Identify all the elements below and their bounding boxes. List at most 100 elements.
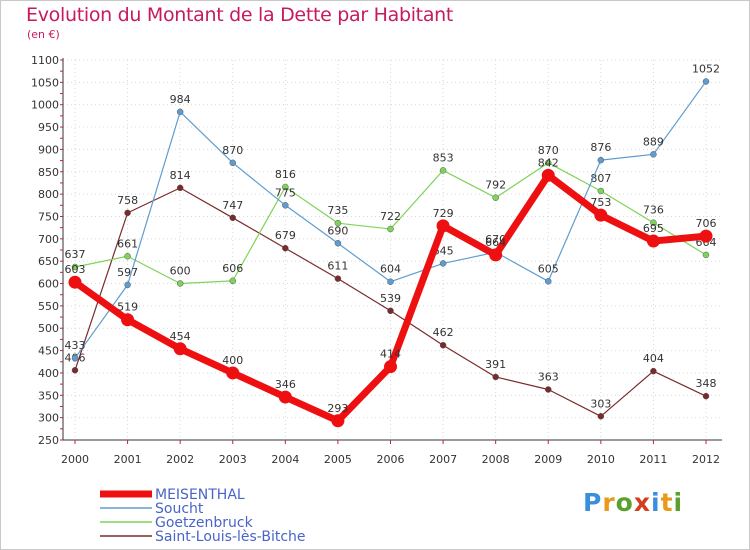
data-point-goetzenbruck: [492, 194, 499, 201]
data-label-saint-louis-l-s-bitche: 814: [170, 169, 191, 182]
data-label-meisenthal: 664: [485, 236, 506, 249]
data-point-saint-louis-l-s-bitche: [702, 392, 710, 400]
data-label-saint-louis-l-s-bitche: 404: [643, 352, 664, 365]
data-point-meisenthal: [541, 168, 555, 182]
data-label-goetzenbruck: 637: [65, 248, 86, 261]
data-label-soucht: 433: [65, 339, 86, 352]
data-label-soucht: 984: [170, 93, 191, 106]
data-label-soucht: 604: [380, 263, 401, 276]
proxiti-logo: Proxiti: [583, 488, 683, 517]
legend-entry-goetzenbruck: Goetzenbruck: [155, 515, 254, 531]
logo-letter: x: [633, 488, 651, 517]
data-label-saint-louis-l-s-bitche: 539: [380, 292, 401, 305]
data-point-soucht: [176, 108, 184, 116]
data-point-saint-louis-l-s-bitche: [334, 275, 342, 282]
x-tick-label: 2009: [534, 453, 562, 466]
data-label-goetzenbruck: 606: [222, 262, 243, 275]
data-point-soucht: [597, 156, 605, 164]
data-point-soucht: [650, 151, 657, 158]
logo-letter: i: [651, 488, 661, 517]
data-label-soucht: 775: [275, 186, 296, 199]
data-point-goetzenbruck: [229, 277, 236, 285]
data-point-saint-louis-l-s-bitche: [282, 244, 289, 252]
y-tick-label: 400: [38, 367, 59, 380]
data-point-meisenthal: [436, 219, 450, 233]
data-point-meisenthal: [121, 313, 135, 327]
data-label-goetzenbruck: 816: [275, 168, 296, 181]
data-label-goetzenbruck: 600: [170, 265, 191, 278]
data-label-goetzenbruck: 722: [380, 210, 401, 223]
data-label-goetzenbruck: 735: [327, 204, 348, 217]
legend-entry-meisenthal: MEISENTHAL: [155, 487, 245, 503]
y-tick-label: 1000: [31, 99, 59, 112]
data-label-saint-louis-l-s-bitche: 679: [275, 229, 296, 242]
data-point-goetzenbruck: [702, 251, 710, 259]
data-point-goetzenbruck: [597, 187, 605, 195]
data-label-meisenthal: 519: [117, 301, 138, 314]
data-point-soucht: [439, 260, 447, 267]
logo-letter: t: [660, 488, 674, 517]
x-tick-label: 2012: [692, 453, 720, 466]
logo-letter: r: [602, 488, 616, 517]
data-point-goetzenbruck: [439, 167, 447, 174]
data-label-saint-louis-l-s-bitche: 611: [327, 260, 348, 273]
y-tick-label: 500: [38, 322, 59, 335]
data-label-meisenthal: 695: [643, 222, 664, 235]
x-tick-label: 2000: [61, 453, 89, 466]
x-tick-label: 2008: [482, 453, 510, 466]
data-point-soucht: [124, 281, 131, 289]
data-point-meisenthal: [594, 208, 608, 222]
legend-entry-saint-louis-l-s-bitche: Saint-Louis-lès-Bitche: [155, 529, 306, 545]
data-label-saint-louis-l-s-bitche: 363: [538, 370, 559, 383]
data-point-soucht: [387, 278, 394, 285]
data-point-meisenthal: [226, 366, 240, 380]
data-label-soucht: 876: [590, 141, 611, 154]
data-point-soucht: [71, 354, 79, 362]
x-tick-label: 2005: [324, 453, 352, 466]
y-tick-label: 450: [38, 345, 59, 358]
data-label-soucht: 690: [327, 224, 348, 237]
data-label-saint-louis-l-s-bitche: 303: [590, 397, 611, 410]
y-tick-label: 950: [38, 121, 59, 134]
data-label-saint-louis-l-s-bitche: 758: [117, 194, 138, 207]
data-point-saint-louis-l-s-bitche: [545, 386, 552, 393]
y-tick-label: 850: [38, 166, 59, 179]
data-label-meisenthal: 400: [222, 354, 243, 367]
data-point-goetzenbruck: [387, 225, 394, 233]
data-point-goetzenbruck: [650, 219, 657, 226]
x-tick-label: 2004: [271, 453, 299, 466]
y-tick-label: 250: [38, 434, 59, 447]
data-point-soucht: [545, 278, 552, 285]
logo-letter: o: [615, 488, 634, 517]
data-point-goetzenbruck: [282, 183, 289, 191]
x-tick-label: 2001: [114, 453, 142, 466]
data-point-saint-louis-l-s-bitche: [124, 209, 131, 217]
x-tick-label: 2003: [219, 453, 247, 466]
data-point-meisenthal: [173, 342, 187, 356]
x-tick-label: 2010: [587, 453, 615, 466]
data-point-meisenthal: [646, 234, 660, 248]
y-tick-label: 1050: [31, 76, 59, 89]
data-point-meisenthal: [384, 360, 397, 374]
y-tick-label: 350: [38, 389, 59, 402]
data-point-saint-louis-l-s-bitche: [387, 307, 394, 315]
data-point-meisenthal: [489, 248, 503, 262]
data-point-saint-louis-l-s-bitche: [229, 214, 236, 222]
data-label-goetzenbruck: 736: [643, 204, 664, 217]
data-label-goetzenbruck: 807: [590, 172, 611, 185]
data-point-goetzenbruck: [545, 159, 552, 167]
logo-letter: i: [673, 488, 684, 517]
logo-letter: P: [583, 488, 603, 517]
y-tick-label: 700: [38, 233, 59, 246]
chart-title: Evolution du Montant de la Dette par Hab…: [26, 4, 454, 26]
data-label-meisenthal: 753: [590, 196, 611, 209]
data-label-soucht: 605: [538, 262, 559, 275]
data-point-meisenthal: [278, 390, 292, 404]
data-point-soucht: [702, 78, 710, 85]
y-tick-label: 900: [38, 143, 59, 156]
y-tick-label: 550: [38, 300, 59, 313]
y-tick-label: 800: [38, 188, 59, 201]
y-tick-label: 600: [38, 278, 59, 291]
